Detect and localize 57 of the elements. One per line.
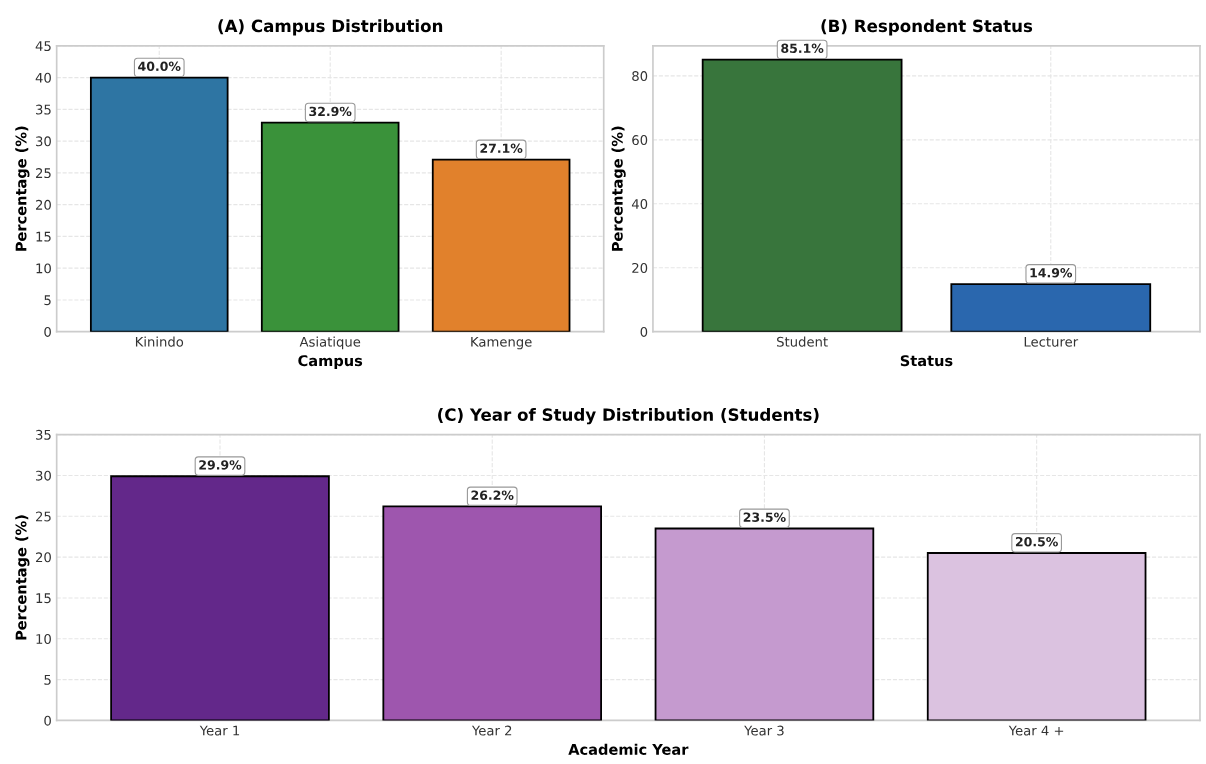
bar [110, 475, 330, 721]
y-tick-label: 15 [36, 593, 51, 604]
y-tick-label: 35 [36, 104, 51, 115]
data-label: 26.2% [471, 490, 514, 500]
chart-title: (A) Campus Distribution [218, 19, 443, 36]
bar [926, 552, 1147, 721]
y-tick-label: 60 [632, 135, 648, 146]
bar [260, 121, 400, 332]
y-tick-label: 10 [36, 634, 51, 644]
x-axis-title: Status [900, 355, 953, 367]
y-tick-label: 40 [35, 72, 51, 83]
bar [431, 158, 571, 332]
y-tick-label: 80 [632, 71, 648, 82]
x-tick-label: Kinindo [135, 336, 184, 347]
y-tick-label: 45 [35, 41, 51, 52]
y-tick-label: 5 [44, 295, 51, 306]
x-tick-label: Year 1 [199, 725, 240, 736]
x-tick-label: Year 2 [471, 725, 512, 736]
y-tick-label: 25 [36, 168, 51, 179]
bar [382, 505, 603, 721]
y-tick-label: 10 [36, 263, 51, 274]
data-label: 14.9% [1030, 268, 1073, 278]
bar [654, 527, 875, 721]
y-axis-title: Percentage (%) [611, 126, 626, 251]
x-axis-title: Academic Year [568, 743, 689, 755]
y-axis-title: Percentage (%) [15, 126, 30, 251]
x-tick-label: Lecturer [1024, 336, 1079, 347]
x-tick-label: Year 3 [744, 725, 784, 736]
data-label: 85.1% [781, 43, 824, 53]
data-label: 27.1% [480, 143, 523, 153]
y-axis-title: Percentage (%) [15, 515, 30, 640]
bar [89, 76, 229, 332]
data-label: 29.9% [199, 460, 242, 470]
y-tick-label: 35 [36, 429, 51, 440]
y-tick-label: 0 [44, 326, 51, 337]
data-label: 23.5% [743, 512, 786, 522]
y-tick-label: 25 [36, 511, 51, 522]
y-tick-label: 0 [640, 326, 648, 337]
x-tick-label: Kamenge [471, 336, 532, 350]
data-label: 20.5% [1015, 536, 1058, 547]
x-axis-title: Campus [298, 355, 363, 369]
x-tick-label: Year 4 + [1008, 725, 1064, 736]
y-tick-label: 5 [44, 675, 51, 685]
y-tick-label: 30 [36, 136, 51, 147]
chart-title: (B) Respondent Status [821, 19, 1033, 36]
y-tick-label: 20 [36, 552, 51, 563]
y-tick-label: 40 [631, 199, 648, 209]
y-tick-label: 0 [44, 715, 51, 726]
chart-title: (C) Year of Study Distribution (Students) [438, 408, 819, 425]
data-label: 40.0% [138, 61, 181, 72]
y-tick-label: 30 [36, 470, 51, 481]
y-tick-label: 15 [36, 231, 51, 242]
x-tick-label: Student [777, 336, 828, 347]
x-tick-label: Asiatique [299, 336, 361, 350]
y-tick-label: 20 [632, 262, 648, 273]
data-label: 32.9% [309, 106, 352, 117]
y-tick-label: 20 [36, 199, 51, 210]
